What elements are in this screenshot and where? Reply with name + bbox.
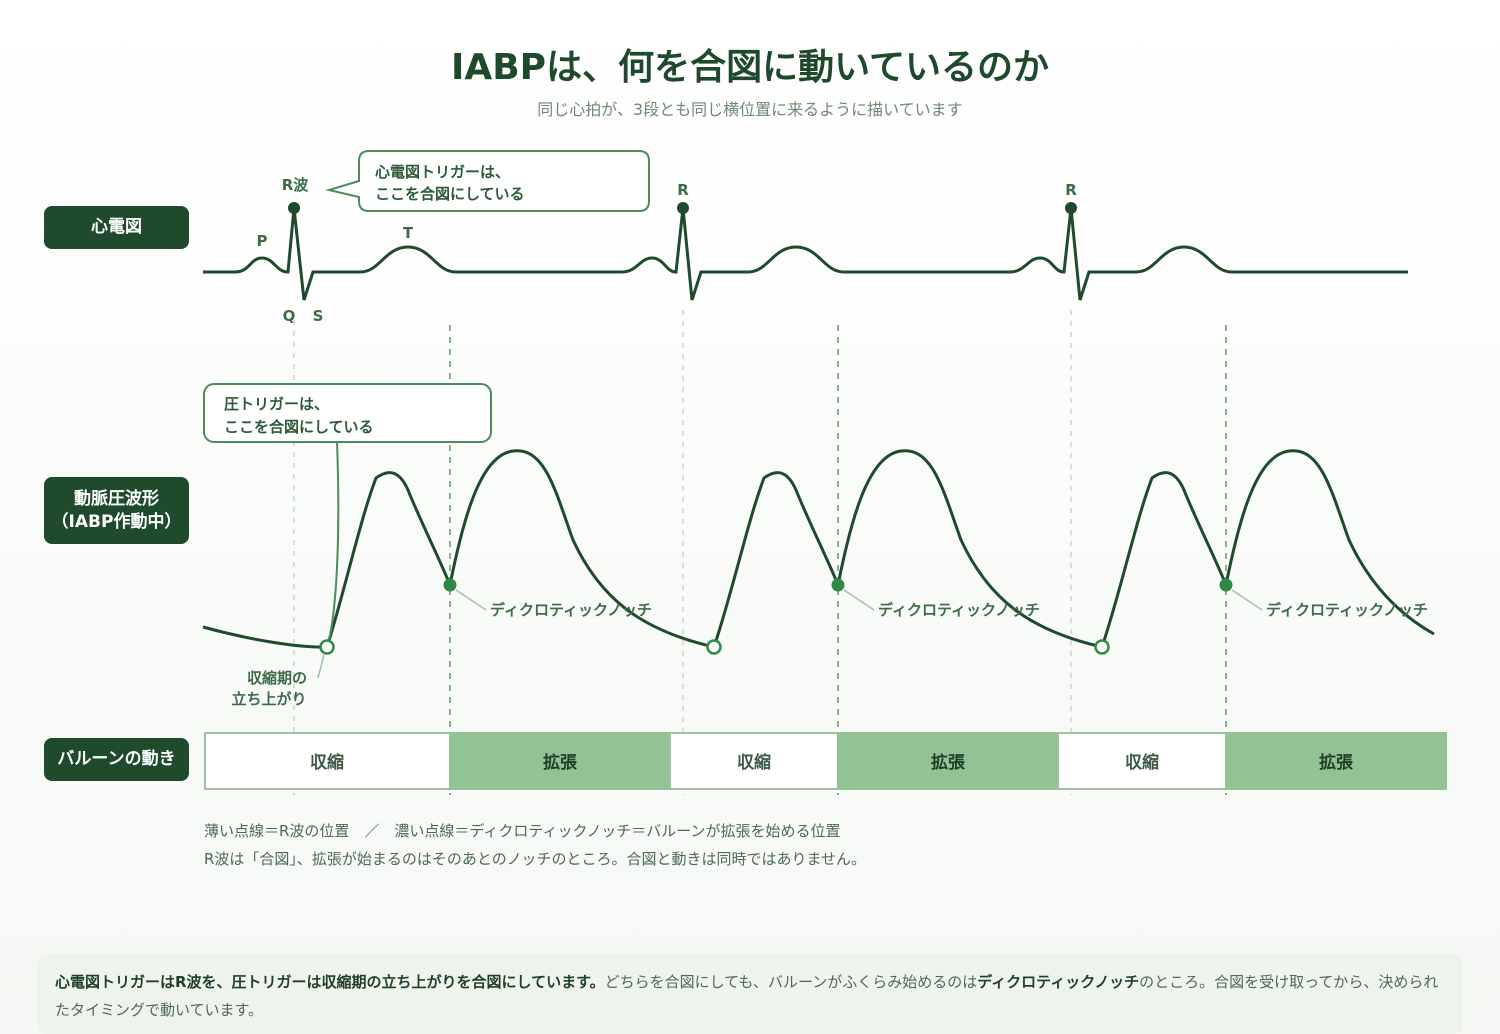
timing-diagram: R波 R R P T Q S 心電図トリガーは、 ここを合図にしている ディクロ… (202, 150, 1447, 795)
summary-bold-1: 心電図トリガーはR波を、圧トリガーは収縮期の立ち上がりを合図にしています。 (55, 973, 605, 991)
arterial-pressure-trace (202, 449, 1435, 649)
r-label-2: R (677, 181, 689, 199)
upstroke-dot-1 (319, 639, 335, 655)
r-label-3: R (1065, 181, 1077, 199)
upstroke-dot-3 (1094, 639, 1110, 655)
r-wave-guides (293, 310, 1072, 795)
pressure-callout-leader (328, 441, 340, 641)
row-label-arterial: 動脈圧波形 （IABP作動中） (44, 477, 189, 544)
notch-label-2: ディクロティックノッチ (878, 601, 1040, 619)
balloon-label-4: 拡張 (931, 752, 966, 773)
balloon-deflate-1 (204, 732, 451, 790)
ecg-trace (203, 207, 1408, 301)
q-wave-label: Q (283, 307, 296, 325)
pressure-callout-line2: ここを合図にしている (224, 418, 374, 436)
row-label-arterial-line1: 動脈圧波形 (74, 488, 159, 509)
notch-leader-3 (1231, 589, 1263, 611)
row-label-balloon-text: バルーンの動き (57, 749, 176, 770)
summary-box: 心電図トリガーはR波を、圧トリガーは収縮期の立ち上がりを合図にしています。どちら… (37, 954, 1463, 1034)
legend-line-2: R波は「合図」、拡張が始まるのはそのあとのノッチのところ。合図と動きは同時ではあ… (204, 850, 867, 868)
pressure-trigger-callout: 圧トリガーは、 ここを合図にしている (203, 383, 492, 641)
notch-guides (449, 325, 1227, 795)
balloon-segment-labels: 収縮 拡張 収縮 拡張 収縮 拡張 (310, 752, 1354, 773)
r-wave-dot-2 (677, 202, 689, 214)
balloon-bar (204, 732, 1447, 790)
summary-text-2: のところ。合図を受け取ってから、決められたタイミングで動いています。 (55, 973, 1439, 1019)
p-wave-label: P (257, 232, 268, 250)
legend-line-1: 薄い点線＝R波の位置 ／ 濃い点線＝ディクロティックノッチ＝バルーンが拡張を始め… (204, 822, 841, 840)
upstroke-leader (317, 654, 325, 679)
pressure-callout-line1: 圧トリガーは、 (224, 395, 329, 413)
ecg-callout-line2: ここを合図にしている (375, 185, 525, 203)
page-subtitle: 同じ心拍が、3段とも同じ横位置に来るように描いています (537, 100, 963, 119)
summary-text-1: どちらを合図にしても、バルーンがふくらみ始めるのは (604, 973, 978, 991)
notch-dot-3 (1219, 578, 1233, 592)
balloon-deflate-3 (1057, 732, 1227, 790)
balloon-label-3: 収縮 (737, 752, 771, 773)
ecg-trigger-callout: 心電図トリガーは、 ここを合図にしている (325, 150, 650, 212)
notch-dot-2 (831, 578, 845, 592)
upstroke-label: 収縮期の 立ち上がり (231, 669, 307, 708)
notch-dot-1 (443, 578, 457, 592)
upstroke-dot-2 (706, 639, 722, 655)
row-label-ecg: 心電図 (44, 206, 189, 249)
row-label-balloon: バルーンの動き (44, 738, 189, 781)
notch-labels: ディクロティックノッチ ディクロティックノッチ ディクロティックノッチ (490, 601, 1428, 619)
notch-leader-2 (843, 589, 875, 611)
balloon-deflate-2 (669, 732, 839, 790)
upstroke-markers (319, 639, 1110, 655)
r-wave-label: R波 (282, 176, 310, 194)
balloon-label-1: 収縮 (310, 752, 344, 773)
summary-bold-2: ディクロティックノッチ (977, 973, 1140, 991)
notch-label-1: ディクロティックノッチ (490, 601, 652, 619)
s-wave-label: S (313, 307, 324, 325)
notch-leader-1 (455, 589, 487, 611)
balloon-inflate-2 (837, 732, 1059, 790)
notch-label-3: ディクロティックノッチ (1266, 601, 1428, 619)
r-wave-dot-3 (1065, 202, 1077, 214)
balloon-label-6: 拡張 (1319, 752, 1354, 773)
balloon-label-2: 拡張 (543, 752, 578, 773)
notch-leaders (455, 589, 1263, 611)
r-wave-dot-1 (288, 202, 300, 214)
upstroke-label-line1: 収縮期の (247, 669, 307, 687)
notch-markers (443, 578, 1233, 592)
row-label-ecg-text: 心電図 (91, 217, 142, 238)
ecg-callout-line1: 心電図トリガーは、 (375, 163, 510, 181)
row-label-arterial-line2: （IABP作動中） (51, 511, 182, 532)
balloon-inflate-3 (1225, 732, 1447, 790)
pressure-callout-bubble (203, 383, 492, 443)
r-wave-markers (288, 202, 1077, 214)
t-wave-label: T (403, 224, 414, 242)
balloon-label-5: 収縮 (1125, 752, 1159, 773)
ecg-wave-labels: R波 R R P T Q S (257, 176, 1078, 325)
ecg-callout-bubble (325, 150, 650, 212)
upstroke-label-line2: 立ち上がり (231, 690, 306, 708)
page-title: IABPは、何を合図に動いているのか (450, 47, 1049, 88)
